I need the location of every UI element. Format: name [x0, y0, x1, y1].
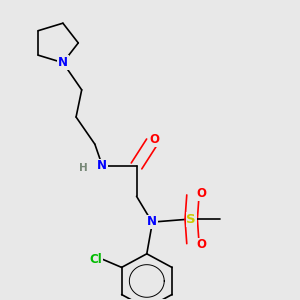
Text: O: O [150, 133, 160, 146]
Text: N: N [58, 56, 68, 69]
Text: O: O [196, 187, 206, 200]
Text: O: O [196, 238, 206, 251]
Text: Cl: Cl [90, 253, 102, 266]
Text: N: N [98, 159, 107, 172]
Text: H: H [79, 164, 88, 173]
Text: N: N [147, 215, 157, 228]
Text: S: S [186, 213, 196, 226]
